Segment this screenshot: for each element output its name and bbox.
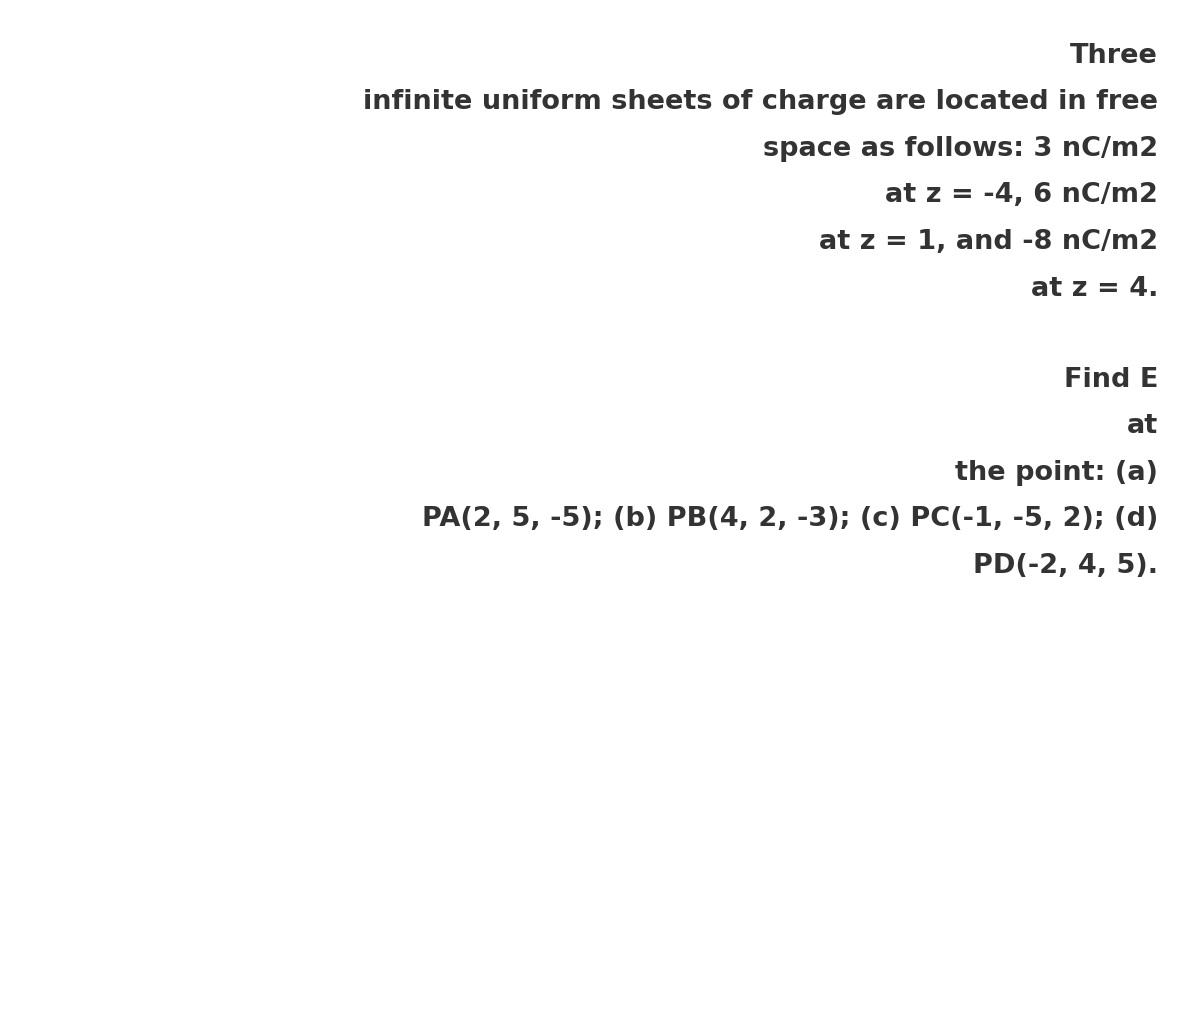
Text: space as follows: 3 nC/m2: space as follows: 3 nC/m2 <box>763 136 1158 162</box>
Text: infinite uniform sheets of charge are located in free: infinite uniform sheets of charge are lo… <box>364 89 1158 115</box>
Text: PD(-2, 4, 5).: PD(-2, 4, 5). <box>973 553 1158 579</box>
Text: Find E: Find E <box>1063 367 1158 393</box>
Text: at z = -4, 6 nC/m2: at z = -4, 6 nC/m2 <box>886 182 1158 209</box>
Text: at z = 4.: at z = 4. <box>1031 276 1158 302</box>
Text: Three: Three <box>1070 43 1158 69</box>
Text: the point: (a): the point: (a) <box>955 460 1158 486</box>
Text: at: at <box>1127 413 1158 440</box>
Text: PA(2, 5, -5); (b) PB(4, 2, -3); (c) PC(-1, -5, 2); (d): PA(2, 5, -5); (b) PB(4, 2, -3); (c) PC(-… <box>421 506 1158 533</box>
Text: at z = 1, and -8 nC/m2: at z = 1, and -8 nC/m2 <box>818 229 1158 255</box>
